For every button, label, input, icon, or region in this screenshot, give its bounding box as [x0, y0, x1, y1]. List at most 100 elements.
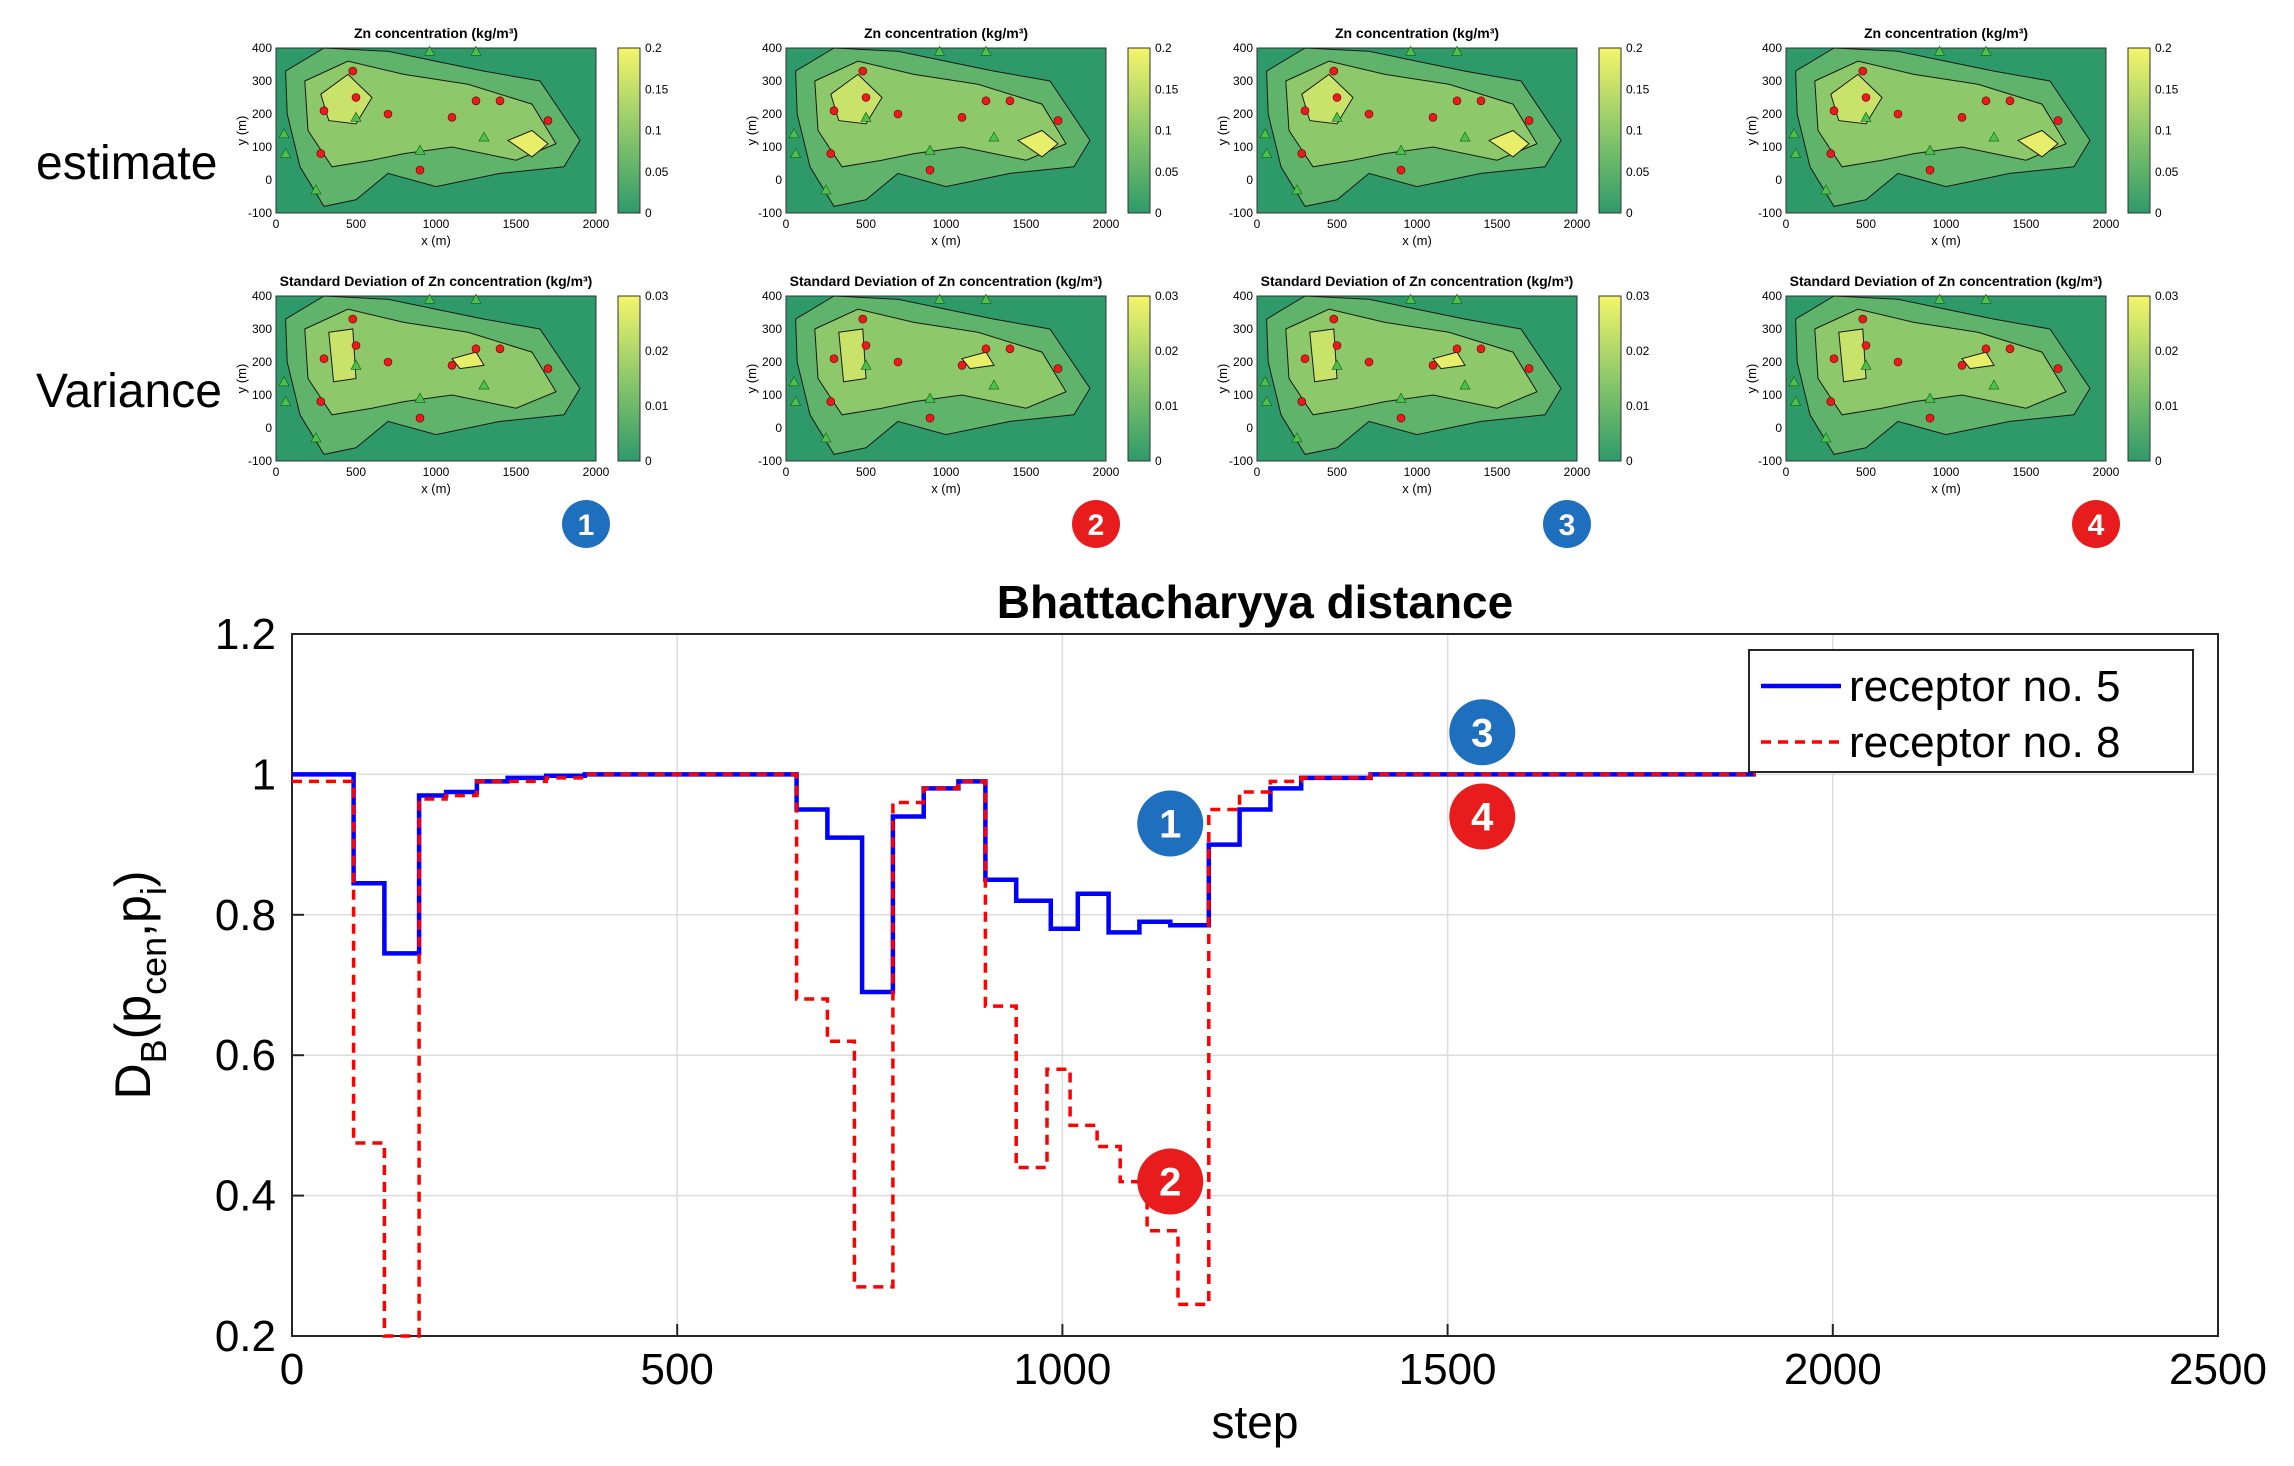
- colorbar-tick: 0: [2155, 454, 2162, 468]
- map-xtick: 1000: [423, 217, 450, 231]
- colorbar-tick: 0.02: [2155, 344, 2179, 358]
- source-marker: [1395, 392, 1407, 403]
- receptor-marker: [1364, 109, 1374, 119]
- y-label-subscript: i: [133, 887, 174, 895]
- map-ytick: 100: [1233, 388, 1253, 402]
- map-ytick: -100: [1758, 454, 1782, 468]
- contour-peak: [506, 129, 549, 158]
- xtick-label: 0: [280, 1345, 304, 1394]
- legend-box: [1748, 649, 2194, 773]
- colorbar-tick: 0.01: [1626, 399, 1650, 413]
- receptor-marker: [415, 413, 425, 423]
- map-xtick: 500: [346, 217, 366, 231]
- colorbar: [1127, 295, 1151, 462]
- receptor-marker: [471, 344, 481, 354]
- map-xtick: 1000: [1404, 217, 1431, 231]
- legend-label-1: receptor no. 5: [1849, 662, 2121, 711]
- map-xtick: 1000: [933, 465, 960, 479]
- map-ytick: 200: [1762, 355, 1782, 369]
- map-xtick: 1500: [1484, 217, 1511, 231]
- map-xtick: 1500: [2013, 217, 2040, 231]
- map-xtick: 1000: [1933, 217, 1960, 231]
- source-marker: [1261, 147, 1273, 158]
- source-marker: [1860, 359, 1872, 370]
- map-title: Standard Deviation of Zn concentration (…: [790, 273, 1103, 289]
- colorbar: [617, 47, 641, 214]
- colorbar-tick: 0.02: [1626, 344, 1650, 358]
- map-title: Zn concentration (kg/m³): [1335, 25, 1499, 41]
- y-axis-label: DB(pcen,pi): [105, 871, 174, 1100]
- map-xtick: 1500: [503, 465, 530, 479]
- contour-mid: [814, 308, 1067, 416]
- map-xtick: 0: [783, 217, 790, 231]
- map-variance-2: Standard Deviation of Zn concentration (…: [744, 273, 1179, 496]
- map-title: Zn concentration (kg/m³): [864, 25, 1028, 41]
- annotation-label-1: 1: [1159, 803, 1181, 847]
- annotation-badge-3: [1449, 699, 1516, 766]
- map-ytick: 100: [762, 388, 782, 402]
- map-ytick: 0: [265, 173, 272, 187]
- receptor-marker: [1332, 93, 1342, 102]
- receptor-marker: [1826, 149, 1836, 158]
- map-xtick: 500: [856, 217, 876, 231]
- panel-badge-2: [1072, 500, 1120, 548]
- receptor-marker: [1297, 397, 1307, 406]
- source-marker: [278, 128, 290, 139]
- map-ytick: 400: [1762, 41, 1782, 55]
- receptor-marker: [543, 364, 553, 373]
- receptor-marker: [1452, 96, 1462, 106]
- source-marker: [980, 293, 992, 304]
- x-axis-label: step: [1212, 1396, 1299, 1448]
- map-xtick: 2000: [583, 465, 610, 479]
- ytick-label: 1: [252, 750, 276, 799]
- contour-inner: [1838, 328, 1867, 383]
- receptor-marker: [1053, 116, 1063, 125]
- source-marker: [1924, 392, 1936, 403]
- y-label-part: ,p: [105, 895, 161, 937]
- source-marker: [924, 144, 936, 155]
- contour-peak: [1961, 351, 1995, 370]
- colorbar-tick: 0: [1626, 206, 1633, 220]
- source-marker: [414, 392, 426, 403]
- contour-inner: [1830, 73, 1883, 125]
- colorbar-tick: 0.15: [1155, 82, 1179, 96]
- map-ytick: 0: [1246, 421, 1253, 435]
- receptor-marker: [1476, 96, 1486, 106]
- source-marker: [278, 376, 290, 387]
- receptor-marker: [2053, 364, 2063, 373]
- source-marker: [1259, 376, 1271, 387]
- colorbar-tick: 0: [645, 454, 652, 468]
- map-ytick: 0: [1775, 421, 1782, 435]
- row-label-variance: Variance: [36, 365, 222, 418]
- source-marker: [1988, 379, 2000, 390]
- y-label-subscript: cen: [133, 937, 174, 995]
- source-marker: [350, 359, 362, 370]
- map-ytick: -100: [248, 206, 272, 220]
- contour-mid: [1814, 60, 2067, 168]
- receptor-marker: [829, 106, 839, 115]
- panel-badge-label: 4: [2088, 509, 2105, 542]
- panel-badge-label: 1: [578, 509, 595, 542]
- source-marker: [1790, 395, 1802, 406]
- source-marker: [478, 131, 490, 142]
- map-variance-3: Standard Deviation of Zn concentration (…: [1215, 273, 1650, 496]
- map-ytick: 300: [252, 322, 272, 336]
- map-xtick: 1500: [503, 217, 530, 231]
- receptor-marker: [925, 413, 935, 423]
- map-ytick: 100: [252, 388, 272, 402]
- source-marker: [280, 147, 292, 158]
- colorbar-tick: 0.01: [645, 399, 669, 413]
- map-ytick: 300: [762, 322, 782, 336]
- receptor-marker: [2005, 344, 2015, 354]
- colorbar-tick: 0: [1155, 206, 1162, 220]
- panel-badge-label: 3: [1559, 509, 1576, 542]
- map-xtick: 500: [1856, 465, 1876, 479]
- map-ytick: -100: [1229, 454, 1253, 468]
- annotation-label-3: 3: [1471, 711, 1493, 755]
- source-marker: [350, 111, 362, 122]
- map-ytick: -100: [758, 454, 782, 468]
- receptor-marker: [1893, 357, 1903, 367]
- map-ytick: 0: [1775, 173, 1782, 187]
- source-marker: [310, 432, 322, 443]
